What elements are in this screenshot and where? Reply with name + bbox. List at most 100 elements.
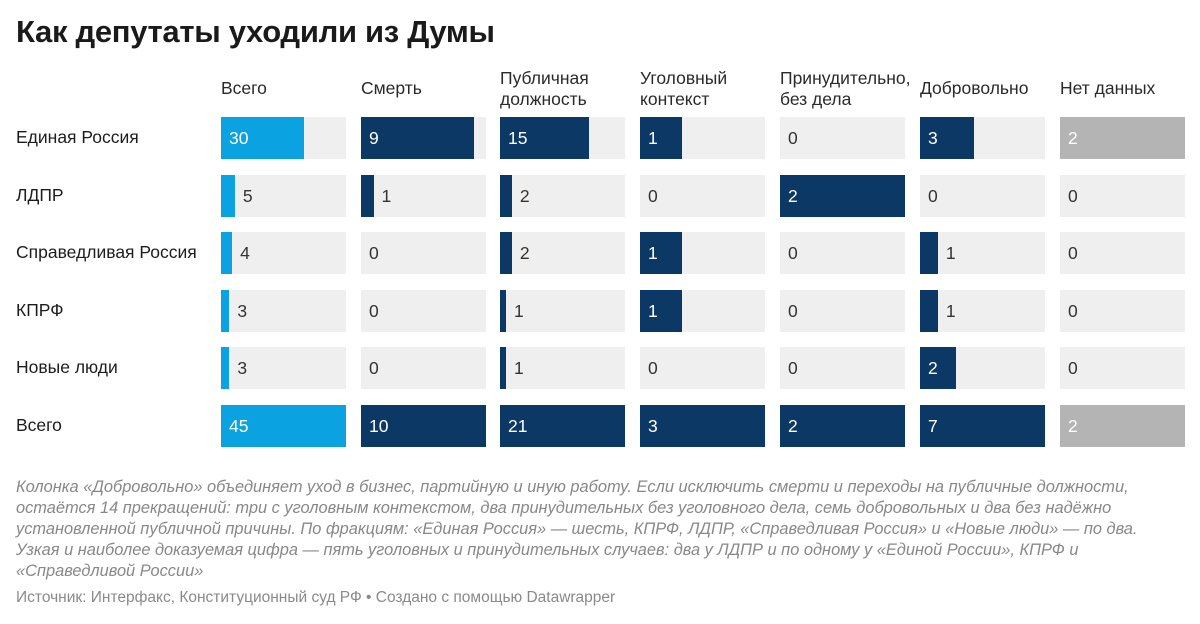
bar — [1060, 117, 1185, 159]
table-cell: 0 — [780, 290, 905, 332]
table-cell: 1 — [920, 232, 1045, 274]
column-header-1: Смерть — [361, 78, 422, 98]
bar — [500, 405, 625, 447]
bar — [780, 175, 905, 217]
row-label: ЛДПР — [16, 185, 64, 205]
value-label: 3 — [648, 416, 658, 436]
column-header-5: Добровольно — [920, 78, 1029, 98]
bar — [500, 175, 512, 217]
bar — [640, 405, 765, 447]
table-cell: 0 — [361, 347, 486, 389]
table-cell: 2 — [500, 175, 625, 217]
bar — [1060, 405, 1185, 447]
table-cell: 0 — [780, 232, 905, 274]
table-cell: 0 — [780, 347, 905, 389]
row-label: КПРФ — [16, 300, 64, 320]
column-header-4: Принудительно, без дела — [780, 68, 911, 109]
bar — [640, 290, 682, 332]
bar — [221, 347, 230, 389]
row-label: Справедливая Россия — [16, 242, 197, 262]
table-cell: 0 — [361, 290, 486, 332]
table-cell: 1 — [920, 290, 1045, 332]
row-label: Всего — [16, 415, 62, 435]
table-cell: 3 — [920, 117, 1045, 159]
value-label: 4 — [240, 243, 250, 263]
value-label: 30 — [229, 128, 249, 148]
value-label: 0 — [928, 186, 938, 206]
value-label: 3 — [928, 128, 938, 148]
value-label: 7 — [928, 416, 938, 436]
bar — [221, 232, 233, 274]
value-label: 2 — [1068, 128, 1078, 148]
bar — [920, 405, 1045, 447]
row-label: Единая Россия — [16, 127, 139, 147]
column-header-3: Уголовный контекст — [640, 68, 728, 109]
value-label: 1 — [945, 243, 956, 263]
table-cell: 0 — [640, 175, 765, 217]
table-cell: 7 — [920, 405, 1045, 447]
value-label: 0 — [648, 358, 658, 378]
bar — [920, 290, 938, 332]
chart-title: Как депутаты уходили из Думы — [16, 14, 495, 49]
table-cell: 9 — [361, 117, 486, 159]
column-header-0: Всего — [221, 78, 267, 98]
table-cell: 2 — [1060, 117, 1185, 159]
table-cell: 2 — [1060, 405, 1185, 447]
bar — [500, 232, 512, 274]
table-cell: 1 — [361, 175, 486, 217]
table-cell: 2 — [780, 405, 905, 447]
value-label: 2 — [788, 186, 798, 206]
table-cell: 0 — [1060, 290, 1185, 332]
bar — [640, 232, 682, 274]
table-cell: 10 — [361, 405, 486, 447]
value-label: 9 — [369, 128, 379, 148]
bar — [221, 175, 235, 217]
value-label: 2 — [928, 358, 938, 378]
table-cell: 3 — [221, 347, 346, 389]
value-label: 2 — [788, 416, 798, 436]
value-label: 0 — [788, 301, 798, 321]
value-label: 0 — [648, 186, 658, 206]
table-cell: 0 — [1060, 175, 1185, 217]
value-label: 0 — [369, 243, 379, 263]
bar — [640, 117, 682, 159]
value-label: 45 — [229, 416, 249, 436]
table-cell: 2 — [500, 232, 625, 274]
table-cell: 0 — [780, 117, 905, 159]
value-label: 0 — [1068, 301, 1078, 321]
row-label: Новые люди — [16, 357, 118, 377]
bar — [920, 232, 938, 274]
value-label: 1 — [648, 128, 658, 148]
value-label: 2 — [1068, 416, 1078, 436]
value-label: 0 — [788, 358, 798, 378]
value-label: 1 — [513, 301, 524, 321]
bar — [500, 117, 590, 159]
value-label: 21 — [508, 416, 528, 436]
value-label: 0 — [788, 128, 798, 148]
value-label: 0 — [1068, 186, 1078, 206]
chart-source: Источник: Интерфакс, Конституционный суд… — [16, 589, 616, 606]
table-cell: 0 — [1060, 347, 1185, 389]
value-label: 0 — [369, 358, 379, 378]
table-cell: 0 — [640, 347, 765, 389]
value-label: 3 — [237, 301, 248, 321]
column-header-2: Публичная должность — [500, 68, 589, 109]
table-cell: 3 — [640, 405, 765, 447]
table-cell: 0 — [1060, 232, 1185, 274]
bar — [361, 117, 474, 159]
value-label: 0 — [369, 301, 379, 321]
table-cell: 21 — [500, 405, 625, 447]
table-cell: 15 — [500, 117, 625, 159]
bar — [920, 347, 956, 389]
table-cell: 2 — [920, 347, 1045, 389]
table-cell: 1 — [500, 290, 625, 332]
table-cell: 1 — [640, 117, 765, 159]
table-cell: 1 — [640, 232, 765, 274]
table-cell: 1 — [640, 290, 765, 332]
value-label: 1 — [648, 243, 658, 263]
bar — [361, 405, 486, 447]
value-label: 1 — [381, 186, 392, 206]
value-label: 5 — [242, 186, 253, 206]
value-label: 1 — [648, 301, 658, 321]
table-cell: 1 — [500, 347, 625, 389]
